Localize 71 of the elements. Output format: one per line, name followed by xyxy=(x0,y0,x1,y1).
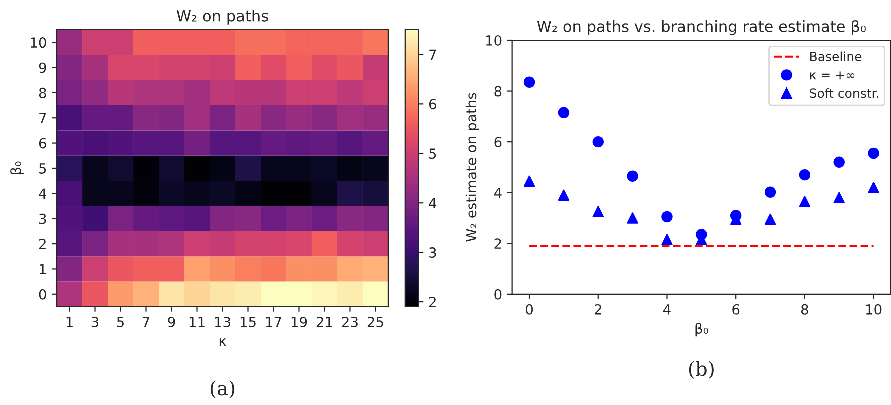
x-tick-label: 5 xyxy=(117,317,124,328)
x-tick-label: 7 xyxy=(142,317,150,328)
x-tick-label: 4 xyxy=(664,304,671,315)
y-tick-label: 3 xyxy=(40,214,46,224)
x-tick-label: 19 xyxy=(292,316,308,328)
y-tick-label: 10 xyxy=(31,38,46,48)
point xyxy=(558,190,570,202)
point xyxy=(592,136,604,148)
y-tick-label: 7 xyxy=(40,113,46,124)
x-tick-label: 23 xyxy=(342,316,358,328)
y-tick-label: 0 xyxy=(39,289,46,300)
x-tick-label: 9 xyxy=(168,316,176,328)
y-tick-label: 0 xyxy=(494,289,502,300)
legend-label: Baseline xyxy=(810,52,862,62)
y-tick-label: 6 xyxy=(39,138,46,149)
y-tick-label: 4 xyxy=(494,188,502,198)
x-axis-title: κ xyxy=(220,338,227,346)
text: (a) xyxy=(210,380,235,398)
color-bar-label: 6 xyxy=(429,99,436,110)
y-tick-label: 8 xyxy=(39,88,46,98)
x-tick-label: 13 xyxy=(215,316,230,328)
point xyxy=(524,176,536,188)
x-tick-label: 25 xyxy=(368,316,384,328)
x-tick-label: 21 xyxy=(316,316,332,328)
y-tick-label: 1 xyxy=(40,264,46,274)
y-tick-label: 5 xyxy=(40,164,46,174)
point xyxy=(799,169,811,181)
x-axis-title: β₀ xyxy=(696,323,708,337)
x-tick-label: 11 xyxy=(190,317,205,328)
point xyxy=(524,76,536,88)
legend-label: Soft constr. xyxy=(810,88,878,98)
y-tick-label: 8 xyxy=(494,86,502,97)
x-tick-label: 8 xyxy=(801,304,808,315)
x-tick-label: 0 xyxy=(526,304,534,315)
y-tick-label: 4 xyxy=(39,188,47,199)
point xyxy=(627,212,638,224)
x-tick-label: 3 xyxy=(92,316,99,328)
color-bar-label: 7 xyxy=(430,50,436,60)
legend-label: κ = +∞ xyxy=(810,72,855,80)
point xyxy=(662,211,673,223)
x-tick-label: 17 xyxy=(266,317,282,328)
point xyxy=(662,234,673,246)
point xyxy=(764,214,776,226)
point xyxy=(799,196,811,208)
x-tick-label: 2 xyxy=(594,304,602,315)
point xyxy=(764,186,776,198)
point xyxy=(868,148,880,160)
x-tick-label: 1 xyxy=(66,317,73,328)
y-axis-title: β₀ xyxy=(10,162,24,174)
y-tick-label: 9 xyxy=(39,62,46,74)
point xyxy=(592,206,604,218)
chart-title: W₂ on paths xyxy=(176,10,268,25)
x-tick-label: 15 xyxy=(240,317,256,328)
y-tick-label: 2 xyxy=(494,238,502,249)
color-bar-label: 5 xyxy=(430,148,436,160)
y-tick-label: 2 xyxy=(39,239,46,250)
text: (b) xyxy=(689,361,714,380)
chart-title: W₂ on paths vs. branching rate estimate β₀ xyxy=(537,20,866,36)
color-bar-label: 3 xyxy=(430,248,436,258)
x-tick-label: 6 xyxy=(732,304,740,315)
y-tick-label: 10 xyxy=(486,35,502,46)
point xyxy=(834,156,845,168)
point xyxy=(868,182,880,194)
color-bar-label: 2 xyxy=(430,297,436,308)
y-tick-label: 6 xyxy=(494,137,502,148)
y-axis-title: W₂ estimate on paths xyxy=(466,93,480,242)
x-tick-label: 10 xyxy=(866,304,882,315)
point xyxy=(558,107,570,118)
point xyxy=(627,170,638,182)
point xyxy=(834,192,845,204)
color-bar-label: 4 xyxy=(429,198,437,208)
